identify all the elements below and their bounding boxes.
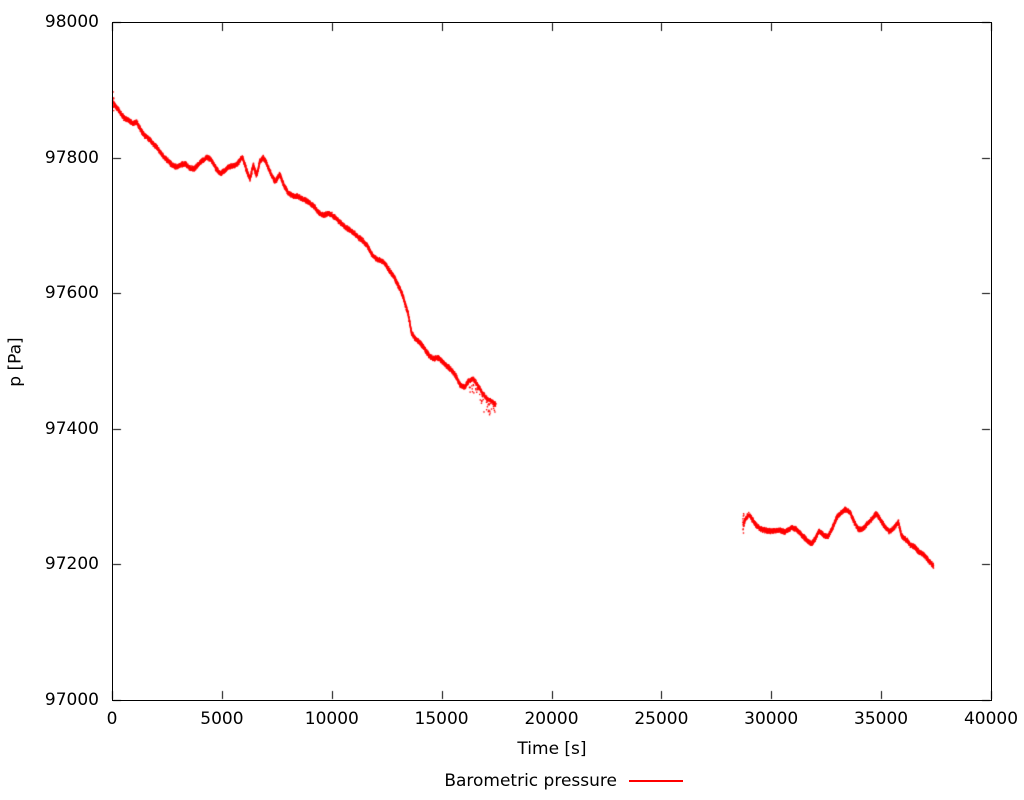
x-tick-label-10000: 10000 [304, 709, 359, 729]
x-tick-label-0: 0 [106, 709, 118, 729]
x-tick-label-35000: 35000 [854, 709, 909, 729]
x-tick-label-30000: 30000 [744, 709, 799, 729]
legend-label: Barometric pressure [444, 771, 617, 791]
y-axis-title: p [Pa] [6, 336, 26, 387]
legend-line-swatch [629, 780, 683, 782]
x-axis-title: Time [s] [517, 739, 587, 759]
x-tick-label-40000: 40000 [963, 709, 1019, 729]
y-tick-label-97600: 97600 [44, 283, 99, 304]
y-axis-title-wrap: p [Pa] [0, 22, 32, 701]
y-tick-label-98000: 98000 [44, 12, 99, 32]
plot-area-border [112, 22, 992, 701]
y-tick-label-97800: 97800 [44, 147, 99, 168]
y-tick-label-97200: 97200 [44, 554, 99, 575]
x-tick-label-5000: 5000 [200, 709, 244, 729]
x-tick-label-20000: 20000 [524, 709, 579, 729]
y-tick-label-97000: 97000 [44, 690, 99, 710]
y-tick-label-97400: 97400 [44, 418, 99, 439]
x-tick-label-15000: 15000 [414, 709, 469, 729]
x-tick-label-25000: 25000 [634, 709, 689, 729]
